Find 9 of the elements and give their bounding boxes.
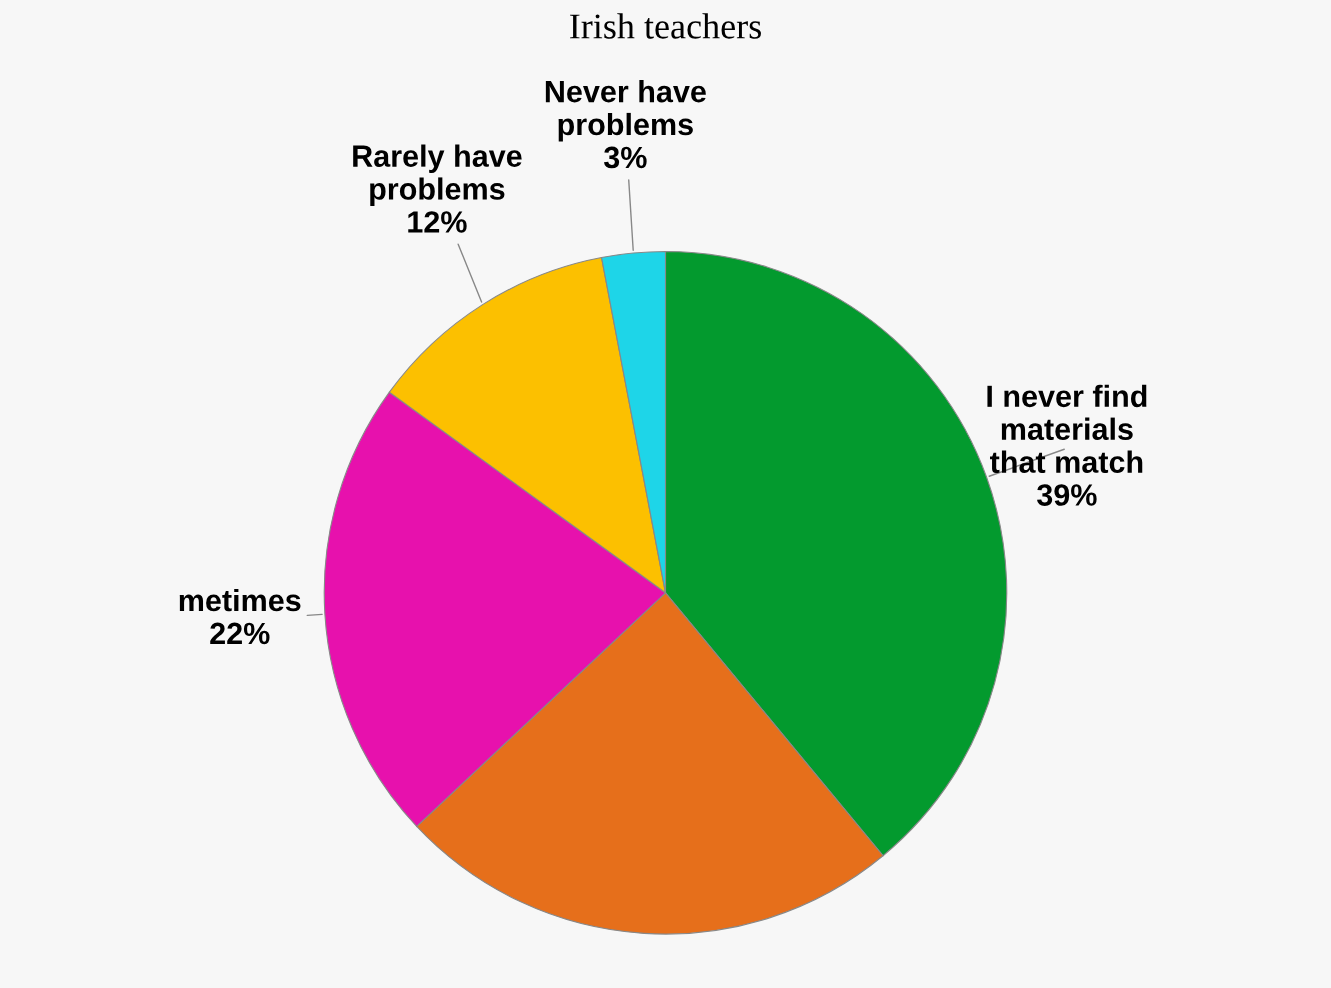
slice-label: Never have problems	[545, 79, 706, 142]
chart-title: Irish teachers	[570, 13, 761, 39]
slice-label: Rarely have problems	[353, 144, 522, 206]
slice-label: metimes	[179, 588, 301, 612]
data-label: 39%	[1037, 484, 1097, 506]
data-label: 3%	[603, 146, 647, 169]
data-label: 22%	[210, 622, 270, 645]
data-label: 12%	[408, 211, 467, 233]
slice-label: I never find materials that match	[987, 384, 1147, 473]
